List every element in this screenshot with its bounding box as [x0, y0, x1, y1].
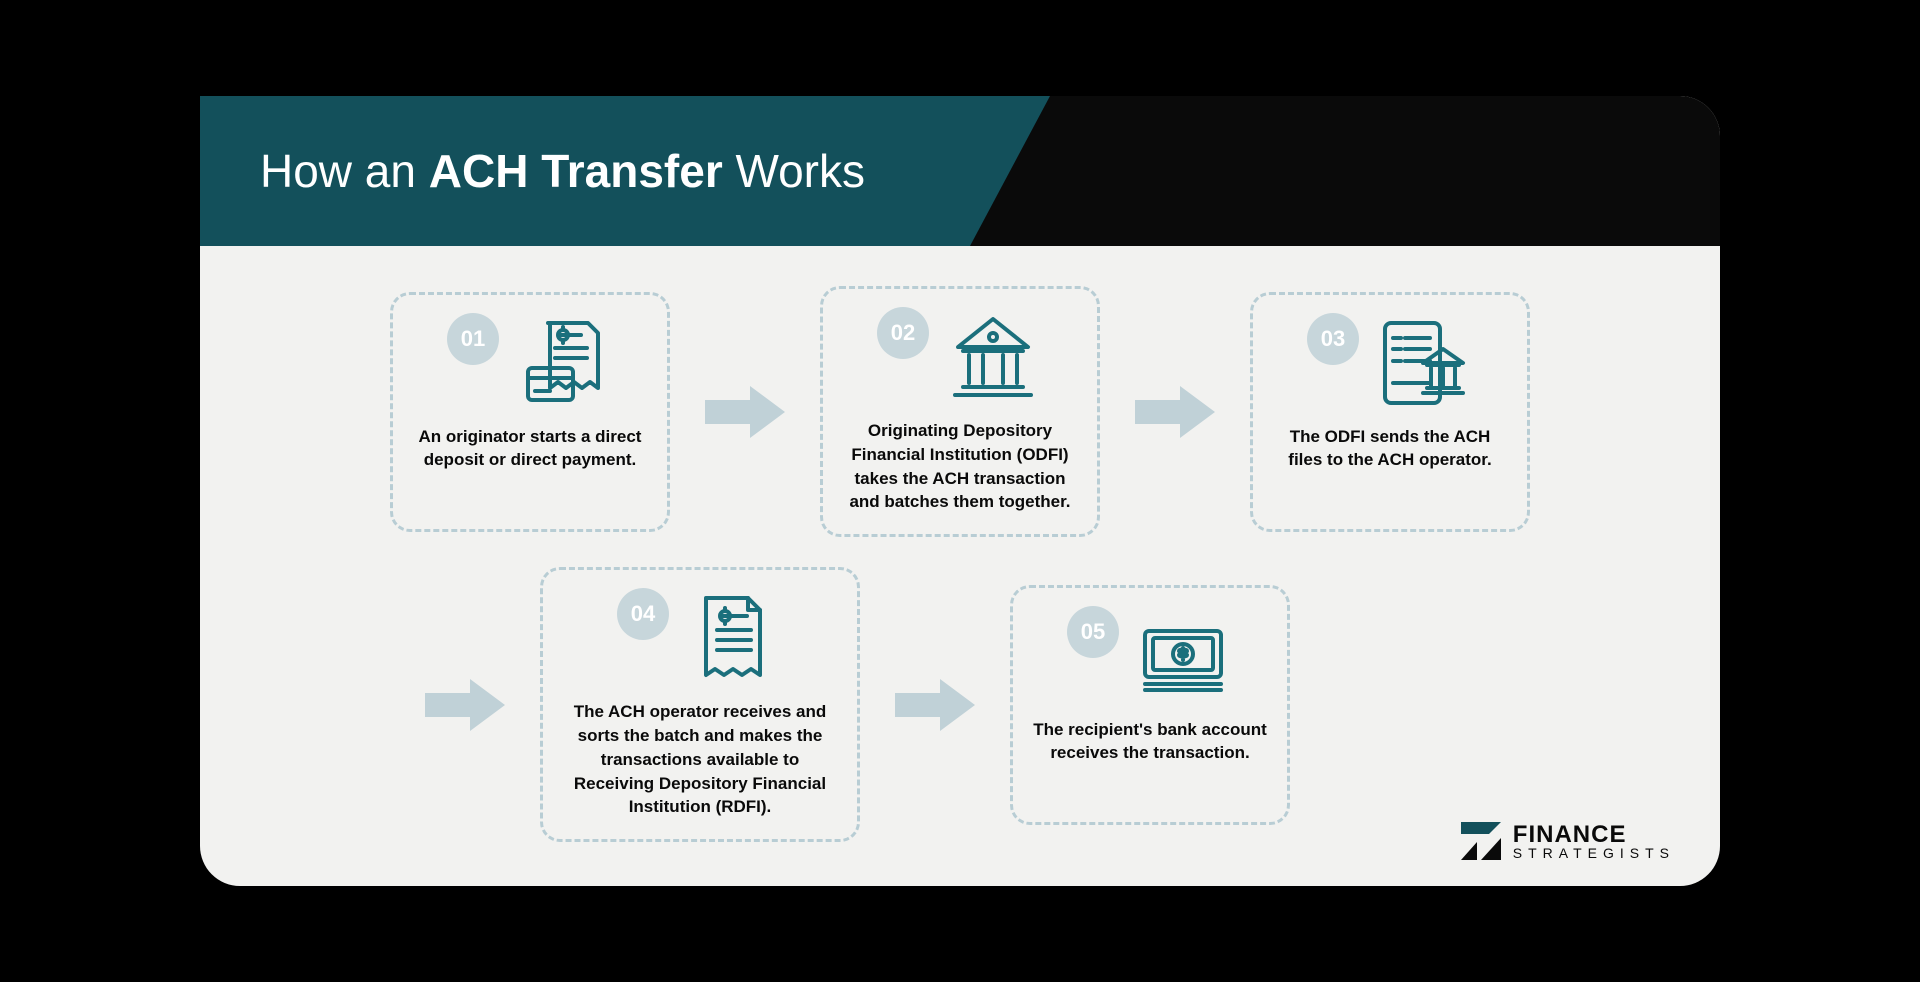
- arrow-icon: [700, 382, 790, 442]
- step-number: 01: [447, 313, 499, 365]
- step-text: The ODFI sends the ACH files to the ACH …: [1273, 425, 1507, 473]
- arrow-icon: [420, 675, 510, 735]
- step-01: 01 An originator starts a direct deposit…: [390, 292, 670, 532]
- logo-sub: STRATEGISTS: [1513, 847, 1675, 860]
- title-post: Works: [723, 145, 865, 197]
- title-pre: How an: [260, 145, 429, 197]
- step-05: 05 The recipient's bank account receives…: [1010, 585, 1290, 825]
- page-title: How an ACH Transfer Works: [260, 144, 865, 198]
- header-banner: How an ACH Transfer Works: [200, 96, 1050, 246]
- step-text: Originating Depository Financial Institu…: [843, 419, 1077, 514]
- cash-icon: [1133, 606, 1233, 706]
- file-bank-icon: [1373, 313, 1473, 413]
- brand-logo: FINANCE STRATEGISTS: [1459, 820, 1675, 864]
- step-02: 02 Originating Depository Financial Inst…: [820, 286, 1100, 537]
- arrow-icon: [1130, 382, 1220, 442]
- title-bold: ACH Transfer: [429, 145, 723, 197]
- step-number: 03: [1307, 313, 1359, 365]
- step-text: The ACH operator receives and sorts the …: [563, 700, 837, 819]
- step-number: 05: [1067, 606, 1119, 658]
- logo-mark-icon: [1459, 820, 1503, 864]
- receipt-icon: [683, 588, 783, 688]
- arrow-icon: [890, 675, 980, 735]
- receipt-card-icon: [513, 313, 613, 413]
- content-area: 01 An originator starts a direct deposit…: [200, 276, 1720, 886]
- step-03: 03 The ODFI sends the ACH files to the A…: [1250, 292, 1530, 532]
- step-04: 04 The ACH operator receives and sorts t…: [540, 567, 860, 842]
- row-1: 01 An originator starts a direct deposit…: [200, 286, 1720, 537]
- step-number: 02: [877, 307, 929, 359]
- step-number: 04: [617, 588, 669, 640]
- infographic-canvas: How an ACH Transfer Works 01: [200, 96, 1720, 886]
- logo-text: FINANCE STRATEGISTS: [1513, 824, 1675, 860]
- row-2: 04 The ACH operator receives and sorts t…: [200, 567, 1720, 842]
- step-text: The recipient's bank account receives th…: [1033, 718, 1267, 766]
- bank-icon: [943, 307, 1043, 407]
- step-text: An originator starts a direct deposit or…: [413, 425, 647, 473]
- logo-main: FINANCE: [1513, 824, 1675, 847]
